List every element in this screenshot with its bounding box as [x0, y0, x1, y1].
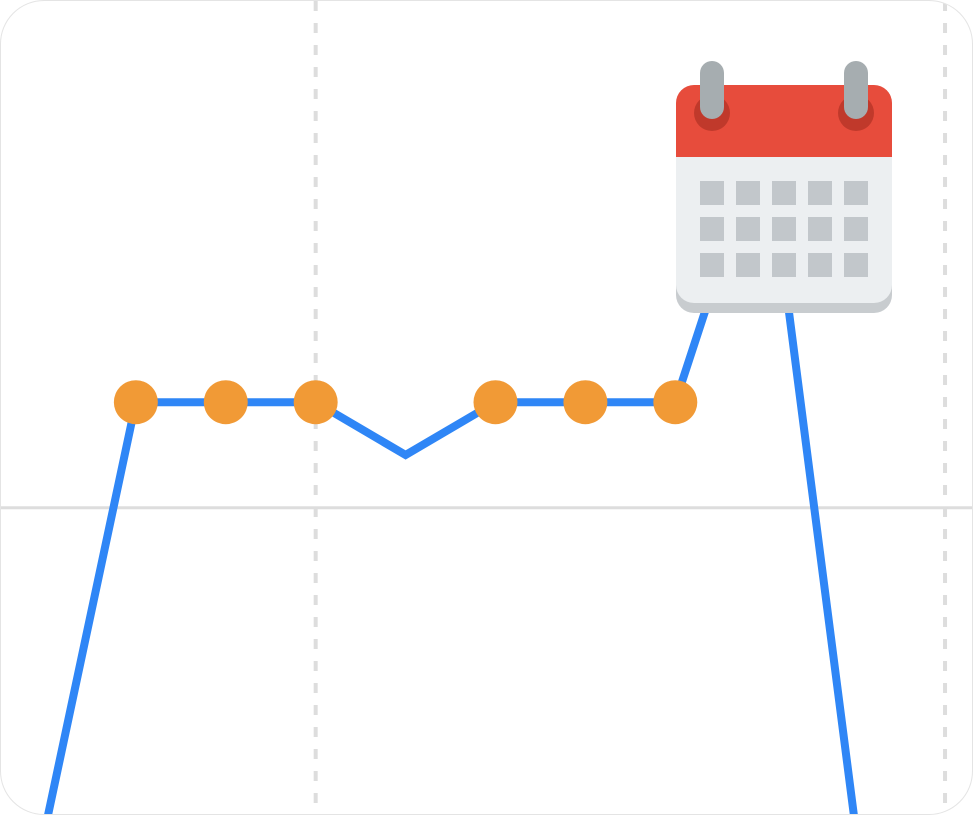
data-point — [203, 380, 248, 425]
data-point — [113, 380, 158, 425]
calendar-icon — [676, 61, 892, 313]
data-point — [473, 380, 518, 425]
data-point — [563, 380, 608, 425]
data-point — [293, 380, 338, 425]
data-point — [653, 380, 698, 425]
